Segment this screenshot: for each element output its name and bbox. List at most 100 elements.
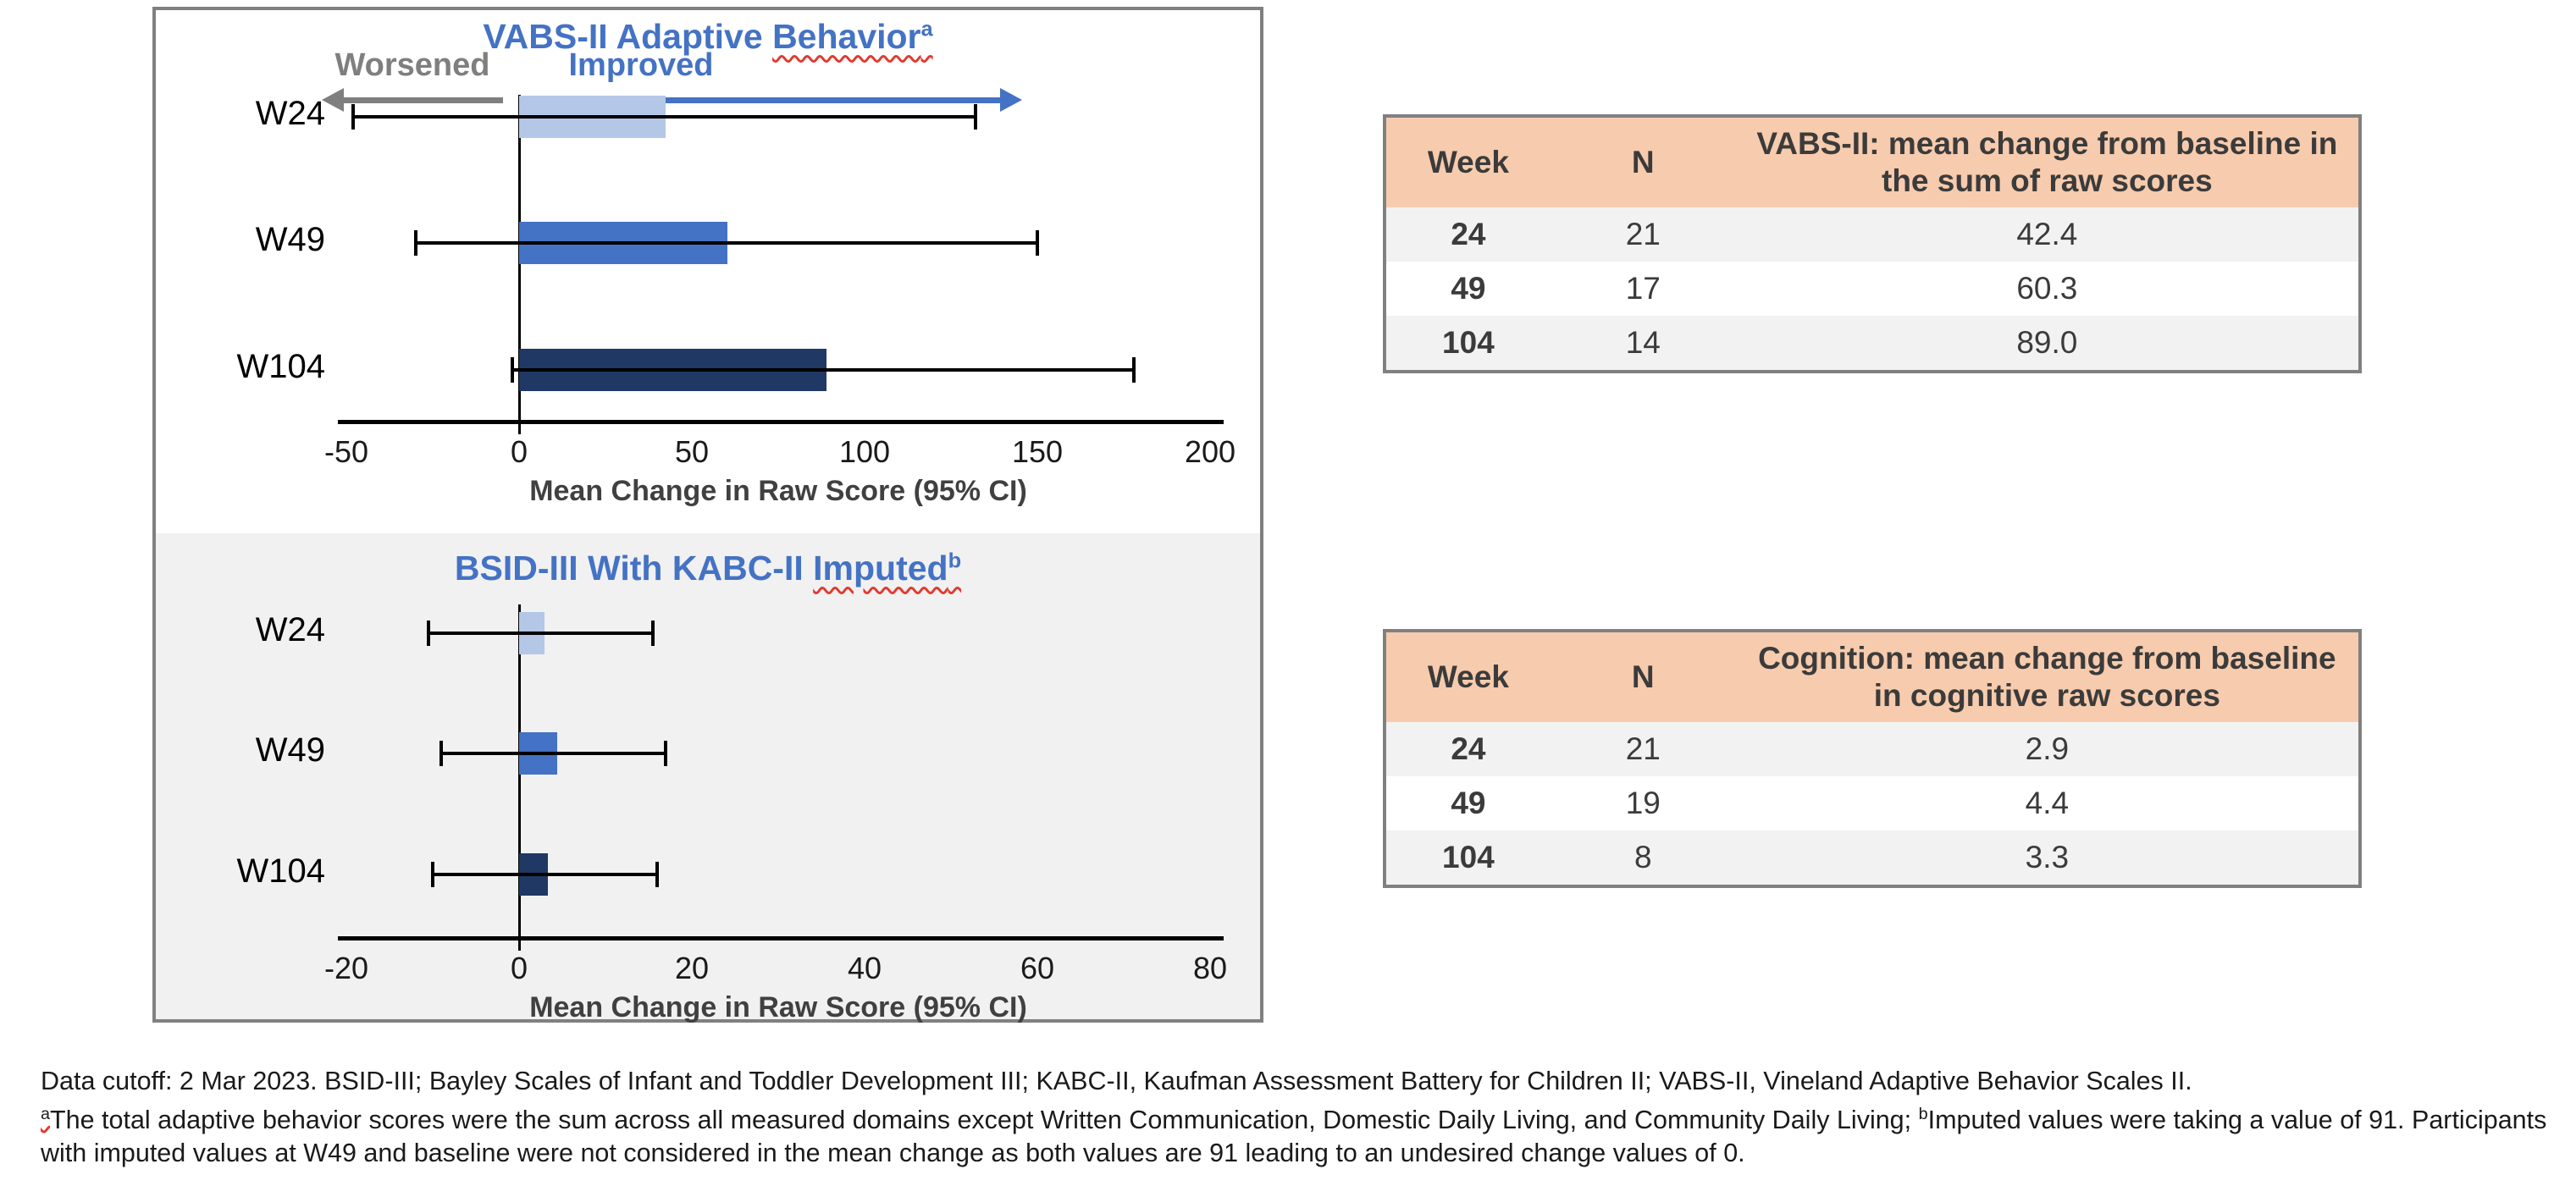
chart-title-bsid: BSID-III With KABC-II Imputedb — [156, 549, 1260, 588]
ci-cap-low — [439, 741, 444, 767]
chart-title-text: BSID-III With KABC-II — [454, 549, 814, 587]
forest-plot-panel: VABS-II Adaptive Behaviora Worsened Impr… — [152, 7, 1263, 1023]
ci-line — [441, 752, 666, 756]
ci-line — [353, 115, 976, 119]
ci-cap-low — [351, 104, 356, 130]
x-axis-title: Mean Change in Raw Score (95% CI) — [529, 991, 1027, 1023]
week-cell: 104 — [1442, 325, 1495, 360]
week-cell: 49 — [1451, 786, 1486, 820]
ci-line — [428, 631, 654, 635]
value-cell: 42.4 — [2016, 217, 2078, 251]
header-row: Week N VABS-II: mean change from baseline … — [1385, 116, 2360, 207]
footnotes: Data cutoff: 2 Mar 2023. BSID-III; Bayle… — [41, 1065, 2547, 1176]
arrow-left-head — [322, 88, 344, 112]
arrow-line — [522, 97, 1003, 103]
table-row: 24 21 42.4 — [1385, 207, 2360, 262]
category-label: W104 — [236, 852, 326, 891]
chart-title-wavy-word: Behaviora — [772, 17, 933, 56]
x-tick-label: 100 — [838, 434, 891, 469]
ci-cap-high — [651, 620, 655, 646]
column-header: N — [1550, 116, 1736, 207]
chart-title-superscript: b — [948, 549, 962, 573]
ci-cap-high — [1036, 229, 1039, 256]
improved-arrow-icon — [522, 88, 1022, 112]
ci-cap-high — [664, 741, 668, 767]
column-header: Week — [1385, 116, 1551, 207]
x-axis-line — [338, 420, 1224, 424]
week-cell: 49 — [1451, 271, 1486, 306]
value-cell: 60.3 — [2016, 271, 2078, 306]
week-cell: 104 — [1442, 840, 1495, 874]
x-tick-label: 0 — [510, 951, 528, 985]
column-header: VABS-II: mean change from baseline in th… — [1735, 116, 2360, 207]
chart-title-wavy-text: Imputed — [813, 549, 948, 587]
ci-cap-low — [510, 357, 514, 383]
ci-cap-low — [426, 620, 430, 646]
x-tick-label: 0 — [510, 434, 528, 469]
value-cell: 3.3 — [2025, 840, 2070, 874]
chart-title-text: VABS-II Adaptive — [483, 17, 773, 56]
header-row: Week N Cognition: mean change from baselin… — [1385, 631, 2360, 722]
x-tick-label: 200 — [1184, 434, 1236, 469]
x-axis-line — [338, 936, 1224, 940]
column-header: Week — [1385, 631, 1551, 722]
table-header-row: Week N VABS-II: mean change from baseline … — [1385, 116, 2360, 207]
arrow-right-head — [1000, 88, 1022, 112]
x-tick-label: -20 — [323, 951, 369, 985]
category-label: W24 — [255, 95, 325, 133]
x-tick-label: 40 — [847, 951, 882, 985]
arrow-line — [340, 97, 503, 103]
week-cell: 24 — [1451, 731, 1486, 766]
n-cell: 19 — [1625, 786, 1661, 820]
n-cell: 8 — [1633, 840, 1652, 874]
table-header-row: Week N Cognition: mean change from baselin… — [1385, 631, 2360, 722]
footnote-b-text: Imputed values were taking a value of 91… — [41, 1105, 2547, 1168]
footnote-line-2: aThe total adaptive behavior scores were… — [41, 1104, 2547, 1171]
footnote-a-text: The total adaptive behavior scores were … — [50, 1105, 1919, 1134]
n-cell: 21 — [1625, 217, 1661, 251]
category-label: W49 — [255, 731, 325, 770]
cognition-summary-table: Week N Cognition: mean change from baselin… — [1383, 629, 2362, 888]
x-axis-title: Mean Change in Raw Score (95% CI) — [529, 475, 1027, 507]
n-cell: 14 — [1625, 325, 1661, 360]
column-header: Cognition: mean change from baseline in … — [1735, 631, 2360, 722]
worsened-label: Worsened — [334, 47, 490, 83]
table-row: 104 8 3.3 — [1385, 830, 2360, 886]
footnote-line-1: Data cutoff: 2 Mar 2023. BSID-III; Bayle… — [41, 1067, 2192, 1095]
category-label: W104 — [236, 348, 326, 386]
zero-axis-line — [517, 604, 521, 951]
ci-cap-high — [1132, 357, 1136, 383]
n-cell: 17 — [1625, 271, 1661, 306]
ci-line — [433, 873, 658, 877]
vabs-summary-table: Week N VABS-II: mean change from baseline … — [1383, 114, 2362, 373]
category-label: W24 — [255, 610, 325, 648]
ci-line — [511, 368, 1135, 372]
table-row: 49 17 60.3 — [1385, 262, 2360, 316]
ci-cap-high — [973, 104, 977, 130]
ci-cap-low — [431, 862, 434, 888]
chart-title-wavy-word: Imputedb — [813, 549, 961, 587]
table-row: 104 14 89.0 — [1385, 316, 2360, 372]
ci-cap-high — [655, 862, 660, 888]
chart-vabs-adaptive-behavior: VABS-II Adaptive Behaviora Worsened Impr… — [156, 10, 1260, 533]
vabs-plot-area: W24 W49 W104 -50 0 50 100 150 200 Mean Change in … — [237, 95, 1235, 507]
footnote-sup-a: a — [41, 1104, 51, 1123]
table-row: 49 19 4.4 — [1385, 776, 2360, 830]
column-header: N — [1550, 631, 1736, 722]
x-tick-label: 80 — [1192, 951, 1228, 985]
improved-label: Improved — [568, 47, 714, 83]
value-cell: 89.0 — [2016, 325, 2078, 360]
x-tick-label: 150 — [1011, 434, 1064, 469]
chart-bsid-kabc: BSID-III With KABC-II Imputedb W24 W49 W10… — [156, 533, 1260, 1023]
x-tick-label: 60 — [1020, 951, 1055, 985]
table-row: 24 21 2.9 — [1385, 722, 2360, 776]
n-cell: 21 — [1625, 731, 1661, 766]
value-cell: 4.4 — [2025, 786, 2070, 820]
ci-line — [415, 240, 1037, 245]
value-cell: 2.9 — [2025, 731, 2070, 766]
x-tick-label: 50 — [674, 434, 710, 469]
bsid-plot-area: W24 W49 W104 -20 0 20 40 60 80 Mean Change in Raw… — [237, 604, 1227, 1023]
footnote-sup-b: b — [1918, 1104, 1928, 1123]
x-tick-label: 20 — [674, 951, 710, 985]
x-tick-label: -50 — [323, 434, 369, 469]
